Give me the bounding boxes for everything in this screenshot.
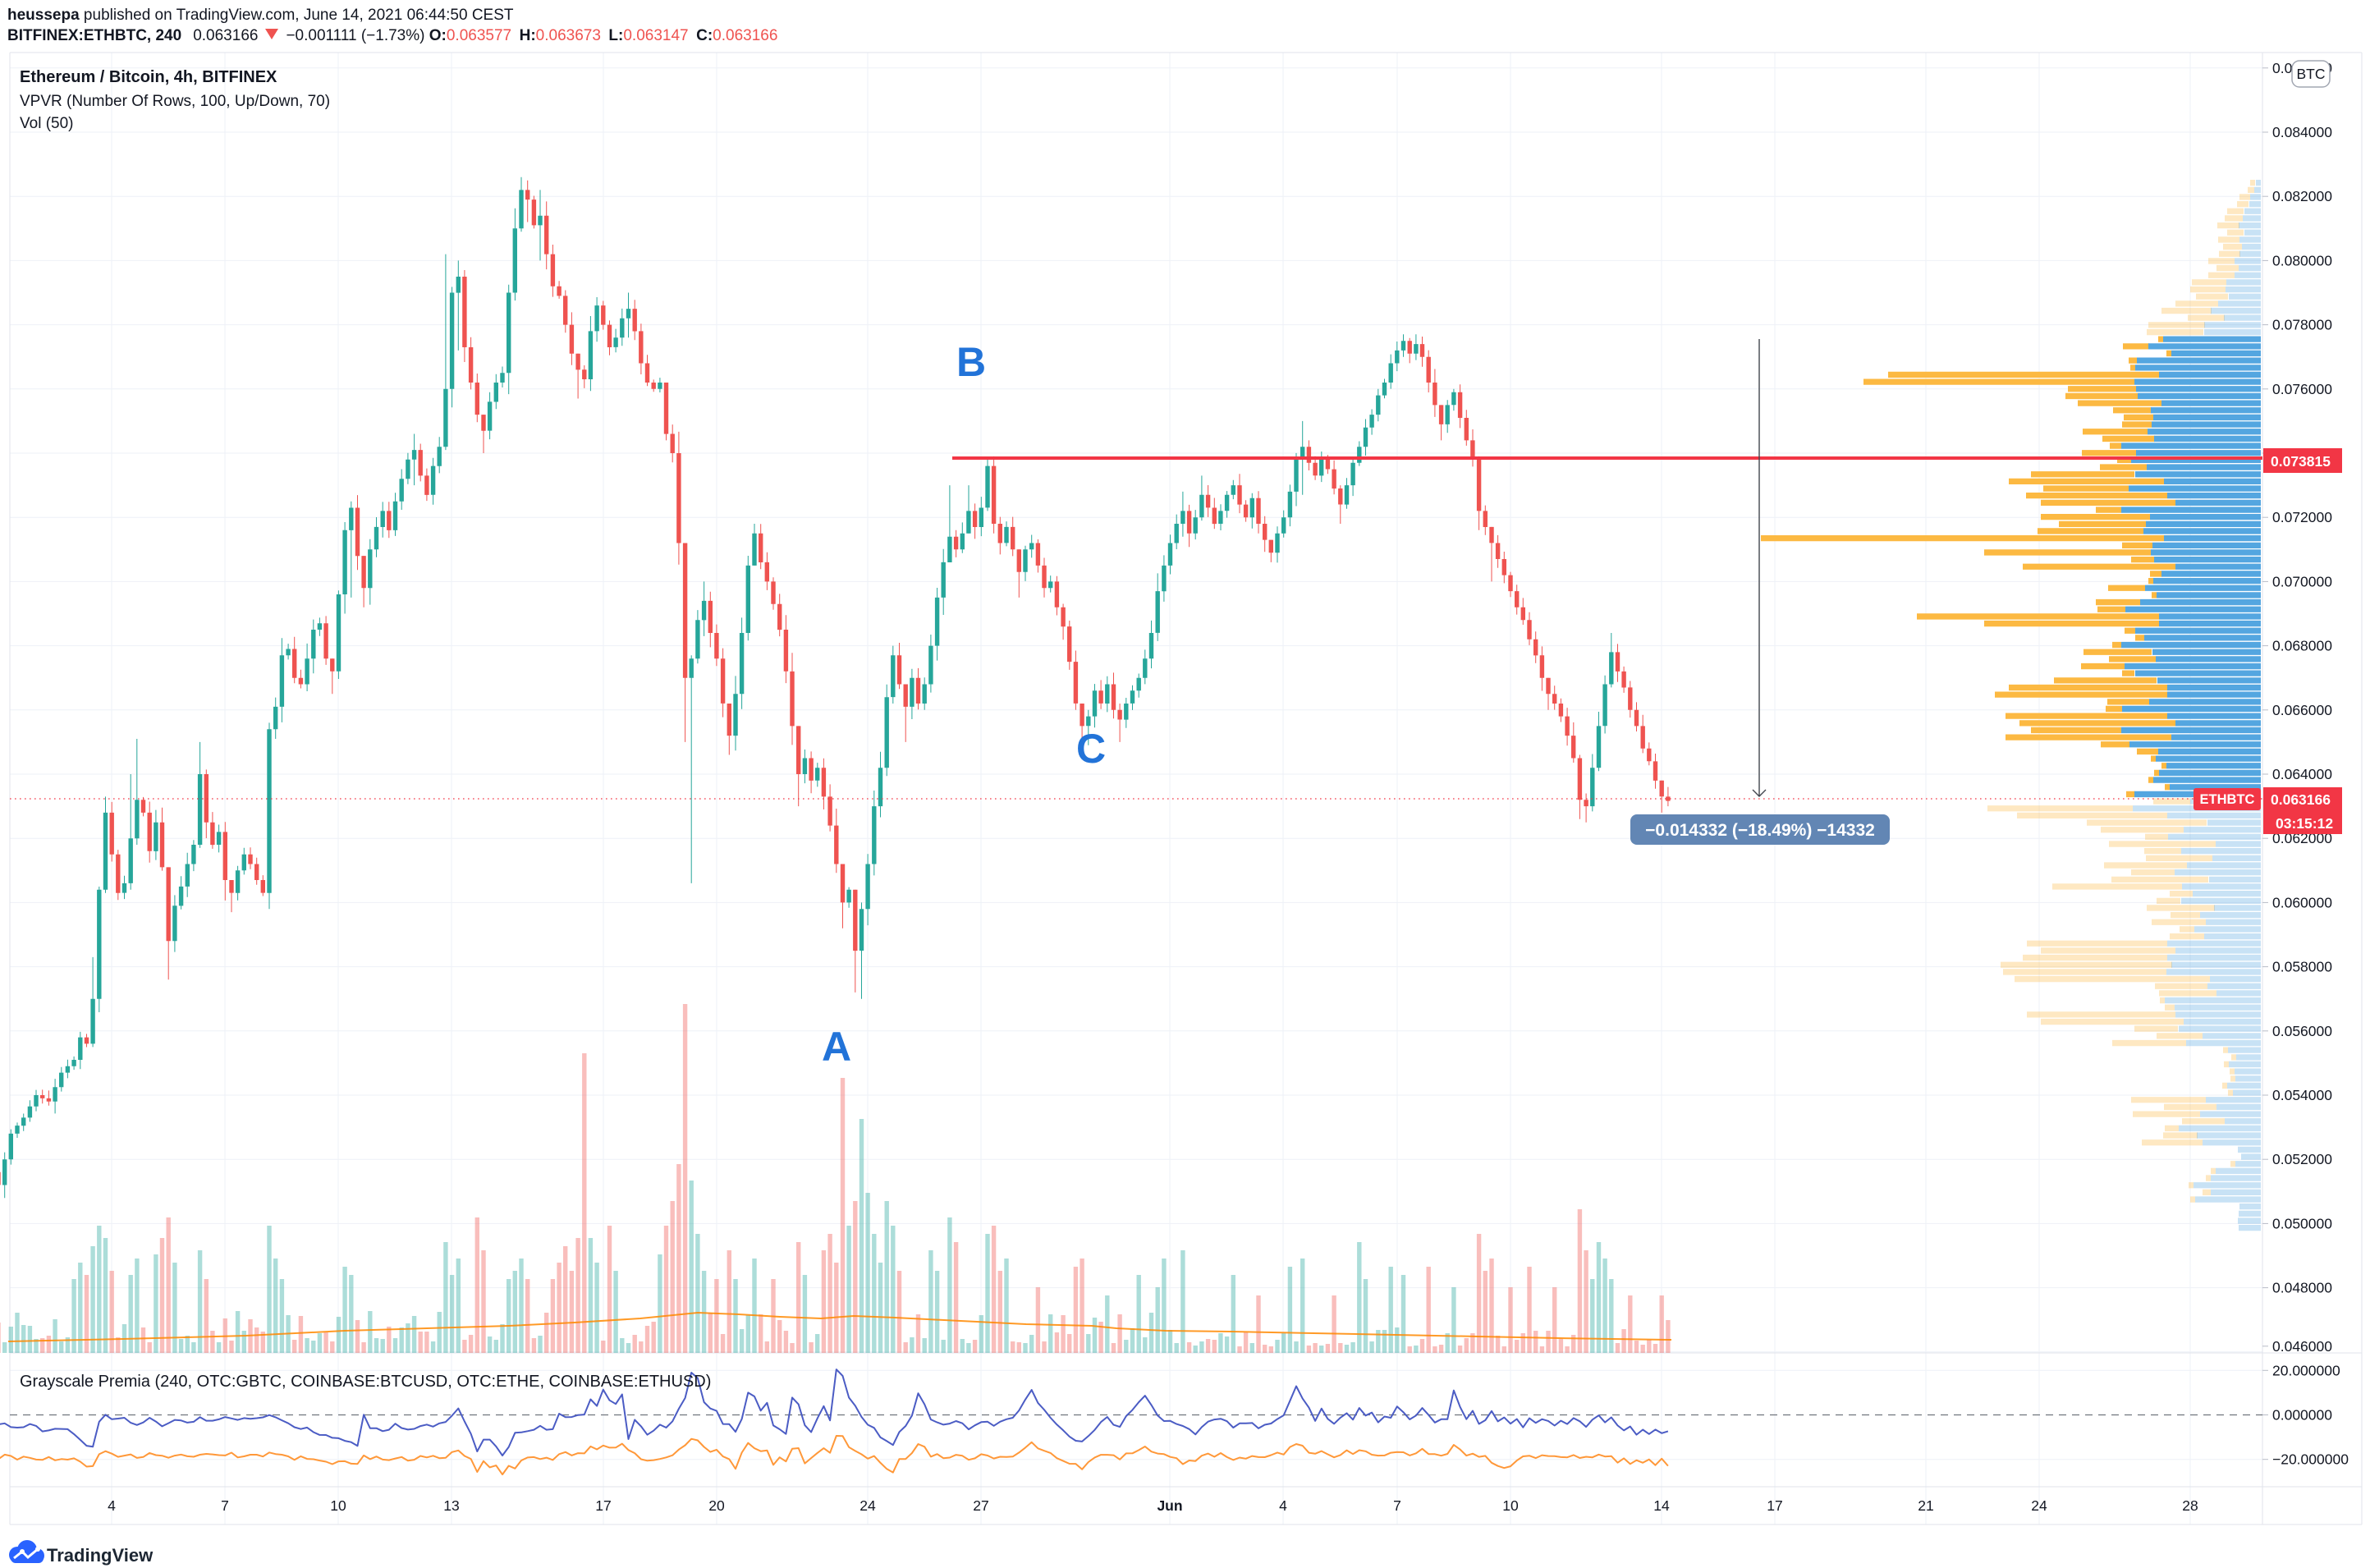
svg-text:C: C bbox=[1076, 726, 1106, 772]
svg-text:0.048000: 0.048000 bbox=[2272, 1280, 2332, 1296]
svg-text:0.070000: 0.070000 bbox=[2272, 573, 2332, 589]
svg-text:14: 14 bbox=[1653, 1497, 1670, 1514]
svg-text:0.068000: 0.068000 bbox=[2272, 638, 2332, 654]
svg-text:0.072000: 0.072000 bbox=[2272, 509, 2332, 525]
svg-text:Jun: Jun bbox=[1157, 1497, 1182, 1514]
svg-text:0.054000: 0.054000 bbox=[2272, 1087, 2332, 1103]
svg-text:Vol (50): Vol (50) bbox=[20, 115, 73, 132]
svg-text:0.000000: 0.000000 bbox=[2272, 1407, 2332, 1424]
svg-text:13: 13 bbox=[443, 1497, 459, 1514]
svg-text:Ethereum / Bitcoin, 4h, BITFIN: Ethereum / Bitcoin, 4h, BITFINEX bbox=[20, 68, 277, 86]
svg-text:24: 24 bbox=[2031, 1497, 2047, 1514]
svg-text:VPVR (Number Of Rows, 100, Up/: VPVR (Number Of Rows, 100, Up/Down, 70) bbox=[20, 93, 330, 110]
svg-text:0.046000: 0.046000 bbox=[2272, 1338, 2332, 1355]
svg-text:0.066000: 0.066000 bbox=[2272, 702, 2332, 718]
svg-text:0.063166: 0.063166 bbox=[2271, 791, 2331, 808]
svg-text:7: 7 bbox=[1393, 1497, 1401, 1514]
svg-text:20: 20 bbox=[708, 1497, 725, 1514]
svg-text:0.073815: 0.073815 bbox=[2271, 453, 2331, 470]
svg-text:17: 17 bbox=[595, 1497, 611, 1514]
svg-text:10: 10 bbox=[330, 1497, 346, 1514]
svg-text:0.080000: 0.080000 bbox=[2272, 252, 2332, 268]
svg-text:0.082000: 0.082000 bbox=[2272, 188, 2332, 204]
svg-text:21: 21 bbox=[1918, 1497, 1933, 1514]
svg-text:TradingView: TradingView bbox=[47, 1545, 154, 1566]
svg-text:−0.014332 (−18.49%) −14332: −0.014332 (−18.49%) −14332 bbox=[1645, 821, 1875, 840]
svg-text:0.058000: 0.058000 bbox=[2272, 959, 2332, 975]
svg-text:03:15:12: 03:15:12 bbox=[2276, 815, 2333, 832]
svg-text:BTC: BTC bbox=[2297, 66, 2326, 82]
svg-text:28: 28 bbox=[2182, 1497, 2198, 1514]
svg-text:4: 4 bbox=[108, 1497, 116, 1514]
svg-text:0.056000: 0.056000 bbox=[2272, 1023, 2332, 1039]
svg-text:B: B bbox=[956, 339, 986, 385]
svg-text:27: 27 bbox=[973, 1497, 988, 1514]
svg-text:0.050000: 0.050000 bbox=[2272, 1215, 2332, 1231]
svg-text:7: 7 bbox=[221, 1497, 229, 1514]
svg-text:0.060000: 0.060000 bbox=[2272, 894, 2332, 910]
svg-text:ETHBTC: ETHBTC bbox=[2200, 792, 2255, 807]
svg-text:A: A bbox=[822, 1024, 851, 1070]
svg-text:17: 17 bbox=[1767, 1497, 1782, 1514]
svg-text:0.078000: 0.078000 bbox=[2272, 317, 2332, 333]
svg-text:24: 24 bbox=[860, 1497, 876, 1514]
svg-text:10: 10 bbox=[1502, 1497, 1519, 1514]
svg-text:0.052000: 0.052000 bbox=[2272, 1151, 2332, 1167]
svg-text:−20.000000: −20.000000 bbox=[2272, 1451, 2349, 1468]
svg-text:0.084000: 0.084000 bbox=[2272, 124, 2332, 140]
svg-text:Grayscale Premia (240, OTC:GBT: Grayscale Premia (240, OTC:GBTC, COINBAS… bbox=[20, 1373, 711, 1391]
svg-text:0.062000: 0.062000 bbox=[2272, 830, 2332, 846]
svg-text:0.064000: 0.064000 bbox=[2272, 766, 2332, 782]
svg-text:0.076000: 0.076000 bbox=[2272, 381, 2332, 397]
svg-text:20.000000: 20.000000 bbox=[2272, 1362, 2340, 1378]
svg-text:4: 4 bbox=[1279, 1497, 1287, 1514]
